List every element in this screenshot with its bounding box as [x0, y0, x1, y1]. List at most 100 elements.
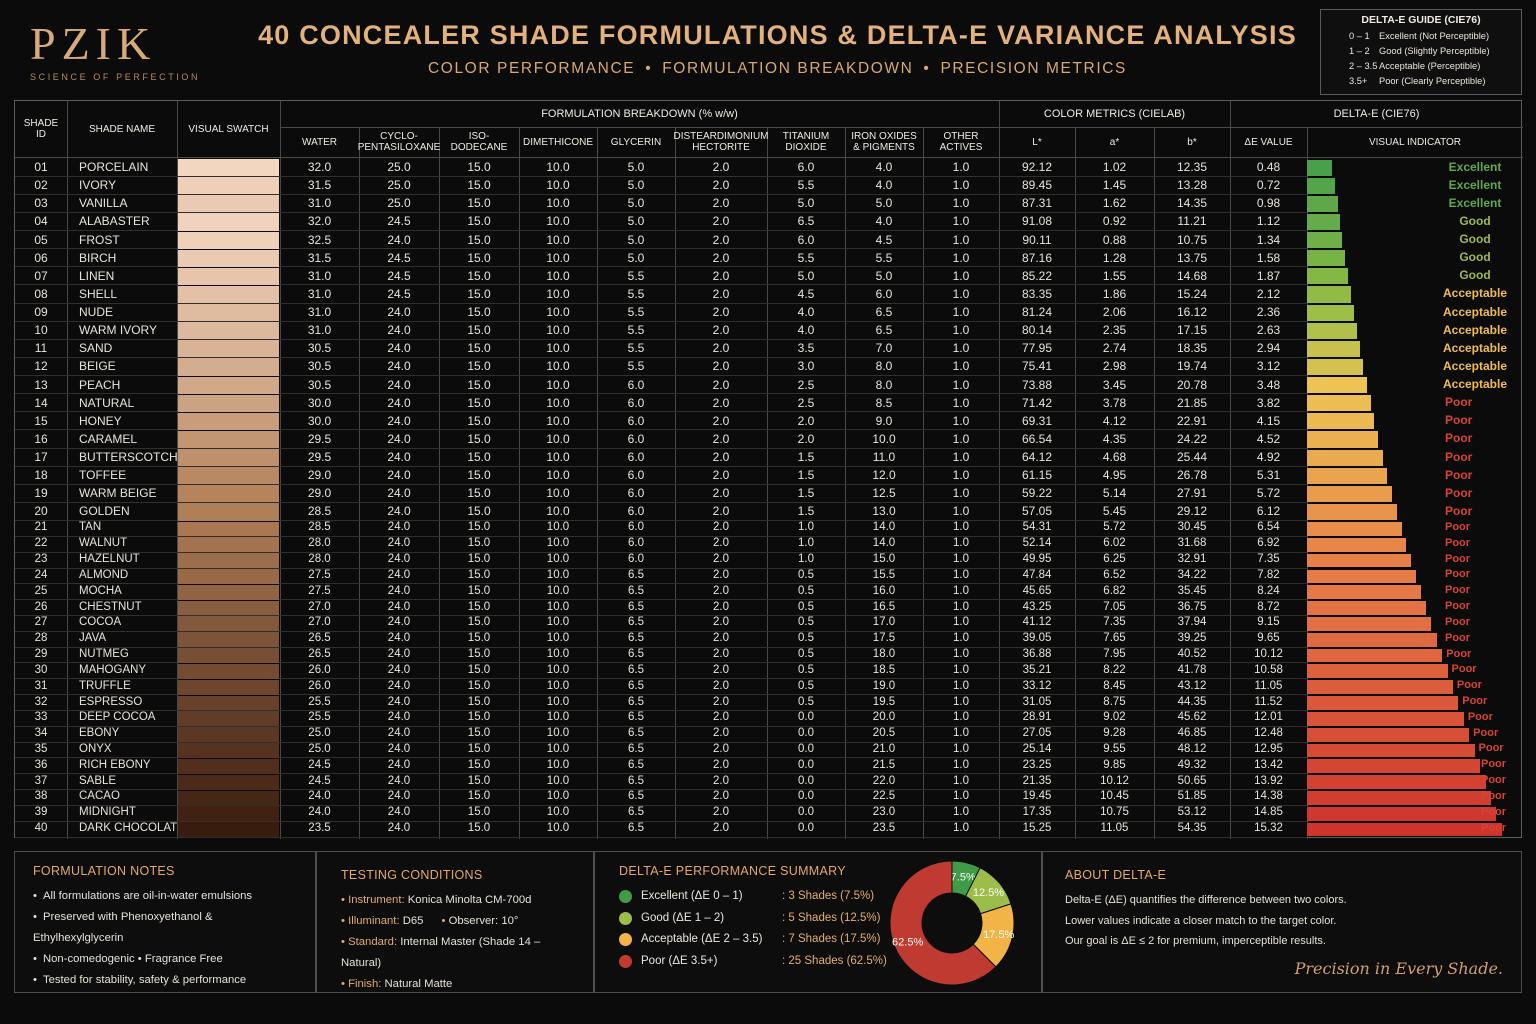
ingredient-value-cell: 6.0: [627, 504, 645, 519]
guide-label: Acceptable (Perceptible): [1379, 61, 1481, 71]
shade-id-cell: 07: [34, 268, 48, 283]
lab-value-cell: 1.55: [1102, 268, 1127, 283]
ingredient-value-cell: 10.0: [546, 160, 570, 175]
ingredient-value-cell: 24.0: [387, 468, 411, 483]
standard-value: Internal Master (Shade 14 – Natural): [341, 936, 541, 969]
ingredient-value-cell: 1.0: [953, 790, 969, 803]
ingredient-value-cell: 10.0: [546, 178, 570, 193]
ingredient-value-cell: 4.0: [797, 305, 815, 320]
row-divider: [15, 320, 1307, 322]
column-divider: [1075, 127, 1076, 839]
ingredient-value-cell: 6.5: [628, 648, 644, 661]
shade-name-cell: SABLE: [79, 774, 117, 787]
legend-item: Poor (ΔE 3.5+): 25 Shades (62.5%): [619, 951, 1017, 973]
lab-value-cell: 3.45: [1102, 377, 1127, 392]
rating-label: Poor: [1445, 584, 1471, 597]
rating-label: Poor: [1451, 663, 1477, 676]
lab-value-cell: 50.65: [1177, 774, 1207, 787]
ingredient-value-cell: 5.5: [627, 286, 645, 301]
lab-value-cell: 4.35: [1102, 431, 1127, 446]
delta-e-bar: [1307, 632, 1437, 647]
shade-swatch: [178, 267, 279, 285]
ingredient-value-cell: 29.0: [307, 486, 332, 501]
lab-value-cell: 22.91: [1176, 413, 1208, 428]
rating-label: Poor: [1445, 503, 1473, 518]
row-divider: [15, 694, 1307, 696]
ingredient-value-cell: 10.0: [546, 468, 570, 483]
ingredient-value-cell: 15.0: [467, 160, 491, 175]
shade-swatch: [178, 711, 279, 727]
ingredient-value-cell: 0.5: [798, 663, 814, 676]
rating-label: Poor: [1445, 467, 1473, 482]
donut-slice-label: 17.5%: [983, 929, 1014, 941]
ingredient-value-cell: 24.5: [387, 250, 411, 265]
illuminant-label: Illuminant:: [348, 915, 400, 927]
ingredient-value-cell: 0.5: [798, 632, 814, 645]
ingredient-value-cell: 15.0: [467, 600, 491, 613]
ingredient-value-cell: 14.0: [872, 537, 896, 550]
rating-label: Poor: [1481, 821, 1507, 834]
ingredient-value-cell: 15.0: [467, 679, 491, 692]
shade-id-cell: 27: [34, 616, 48, 629]
shade-swatch: [178, 430, 279, 449]
ingredient-value-cell: 5.5: [627, 323, 645, 338]
shade-swatch: [178, 822, 279, 837]
lab-value-cell: 66.54: [1021, 431, 1053, 446]
ingredient-value-cell: 6.5: [628, 742, 644, 755]
rating-label: Poor: [1445, 413, 1473, 428]
legend-dot: [619, 911, 632, 925]
ingredient-value-cell: 10.0: [546, 232, 570, 247]
ingredient-value-cell: 24.0: [387, 600, 411, 613]
ingredient-value-cell: 4.0: [797, 323, 815, 338]
ingredient-value-cell: 6.5: [628, 806, 644, 819]
ingredient-value-cell: 3.5: [797, 341, 815, 356]
ingredient-value-cell: 1.0: [953, 758, 969, 771]
ingredient-value-cell: 1.0: [953, 537, 969, 550]
shade-swatch: [178, 177, 279, 195]
lab-value-cell: 31.68: [1177, 537, 1207, 550]
delta-e-value-cell: 9.65: [1257, 632, 1280, 645]
rating-label: Acceptable: [1442, 340, 1508, 355]
shade-swatch: [178, 632, 279, 648]
row-divider: [15, 741, 1307, 743]
ingredient-value-cell: 15.0: [467, 486, 491, 501]
ingredient-value-cell: 1.5: [797, 468, 815, 483]
ingredient-value-cell: 10.0: [546, 413, 570, 428]
ingredient-value-cell: 1.0: [953, 695, 969, 708]
delta-e-value-cell: 2.94: [1256, 341, 1281, 356]
donut-slice-label: 7.5%: [951, 871, 976, 883]
delta-e-value-cell: 1.12: [1256, 214, 1281, 229]
column-divider: [999, 101, 1000, 839]
ingredient-value-cell: 5.0: [875, 268, 893, 283]
ingredient-value-cell: 0.0: [798, 822, 814, 835]
guide-range: 1 – 2: [1349, 46, 1370, 56]
row-divider: [15, 483, 1307, 485]
lab-value-cell: 4.12: [1102, 413, 1127, 428]
ingredient-value-cell: 10.0: [546, 214, 570, 229]
lab-value-cell: 35.45: [1177, 584, 1207, 597]
lab-value-cell: 18.35: [1176, 341, 1208, 356]
shade-id-cell: 37: [34, 774, 48, 787]
rating-label: Poor: [1481, 758, 1507, 771]
shade-swatch: [178, 569, 279, 584]
ingredient-value-cell: 15.0: [467, 468, 491, 483]
guide-row: 2 – 3.5 Acceptable (Perceptible): [1329, 59, 1513, 74]
ingredient-value-cell: 1.0: [952, 359, 970, 374]
header-visual-indicator: VISUAL INDICATOR: [1368, 136, 1462, 148]
ingredient-value-cell: 27.5: [308, 584, 331, 597]
shade-id-cell: 19: [34, 486, 48, 501]
ingredient-value-cell: 6.0: [627, 450, 645, 465]
shade-swatch: [178, 213, 279, 231]
lab-value-cell: 4.95: [1102, 468, 1127, 483]
ingredient-value-cell: 30.0: [307, 413, 332, 428]
guide-row: 0 – 1 Excellent (Not Perceptible): [1329, 29, 1513, 44]
ingredient-value-cell: 1.0: [952, 377, 970, 392]
ingredient-value-cell: 25.0: [387, 178, 411, 193]
ingredient-value-cell: 11.0: [872, 450, 896, 465]
lab-value-cell: 15.25: [1022, 822, 1052, 835]
ingredient-value-cell: 2.0: [712, 341, 730, 356]
ingredient-value-cell: 2.0: [713, 790, 729, 803]
shade-swatch: [178, 485, 279, 503]
shade-name-cell: BUTTERSCOTCH: [79, 450, 178, 465]
column-divider: [597, 127, 598, 839]
